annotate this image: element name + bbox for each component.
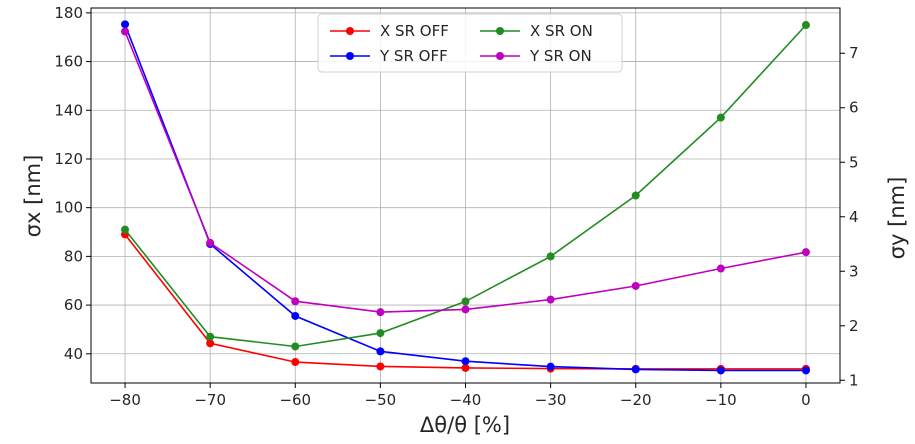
legend-label-y-sr-off: Y SR OFF xyxy=(379,47,448,65)
y-left-tick-label: 60 xyxy=(64,296,83,314)
legend-label-y-sr-on: Y SR ON xyxy=(529,47,592,65)
y-right-tick-label: 1 xyxy=(849,371,859,389)
y-right-tick-label: 5 xyxy=(849,153,859,171)
legend-marker-y-sr-off xyxy=(346,52,354,60)
y-left-tick-label: 80 xyxy=(64,247,83,265)
y-left-tick-label: 140 xyxy=(54,101,83,119)
data-point-x-sr-off xyxy=(376,362,385,371)
y-left-tick-label: 180 xyxy=(54,4,83,22)
y-right-tick-label: 7 xyxy=(849,44,859,62)
legend-marker-x-sr-off xyxy=(346,27,354,35)
data-point-y-sr-off xyxy=(461,357,470,366)
legend: X SR OFF Y SR OFF X SR ON Y SR ON xyxy=(317,13,623,73)
data-point-x-sr-on xyxy=(801,21,810,30)
x-tick-label: −10 xyxy=(705,391,737,409)
data-point-y-sr-on xyxy=(461,305,470,314)
data-point-x-sr-on xyxy=(716,113,725,122)
data-point-x-sr-off xyxy=(206,339,215,348)
x-tick-label: −70 xyxy=(194,391,226,409)
legend-entry-y-sr-on: Y SR ON xyxy=(480,47,592,65)
data-point-y-sr-off xyxy=(291,311,300,320)
x-axis-label: Δθ/θ [%] xyxy=(420,413,510,437)
y-right-tick-label: 4 xyxy=(849,208,859,226)
data-point-x-sr-on xyxy=(121,225,130,234)
data-point-x-sr-on xyxy=(546,252,555,261)
data-point-y-sr-off xyxy=(546,362,555,371)
x-tick-label: −20 xyxy=(620,391,652,409)
data-point-y-sr-on xyxy=(546,295,555,304)
data-point-y-sr-on xyxy=(121,27,130,36)
y-right-tick-label: 3 xyxy=(849,262,859,280)
data-point-y-sr-off xyxy=(121,20,130,29)
y-left-tick-label: 120 xyxy=(54,150,83,168)
legend-entry-x-sr-on: X SR ON xyxy=(480,22,593,40)
y-left-axis-label: σx [nm] xyxy=(21,155,45,238)
data-point-x-sr-on xyxy=(376,329,385,338)
data-point-y-sr-on xyxy=(801,248,810,257)
data-point-y-sr-on xyxy=(716,264,725,273)
x-tick-label: 0 xyxy=(801,391,811,409)
legend-label-x-sr-off: X SR OFF xyxy=(380,22,449,40)
data-point-x-sr-off xyxy=(461,363,470,372)
data-point-x-sr-on xyxy=(206,332,215,341)
legend-entry-y-sr-off: Y SR OFF xyxy=(330,47,448,65)
data-point-x-sr-on xyxy=(631,191,640,200)
legend-marker-x-sr-on xyxy=(496,27,504,35)
y-left-tick-label: 40 xyxy=(64,345,83,363)
data-point-y-sr-off xyxy=(376,347,385,356)
x-tick-label: −80 xyxy=(109,391,141,409)
legend-entry-x-sr-off: X SR OFF xyxy=(330,22,449,40)
data-point-y-sr-on xyxy=(206,238,215,247)
data-point-y-sr-on xyxy=(291,297,300,306)
data-point-y-sr-off xyxy=(631,365,640,374)
y-right-axis-label: σy [nm] xyxy=(885,177,909,260)
legend-label-x-sr-on: X SR ON xyxy=(530,22,593,40)
data-point-y-sr-on xyxy=(631,281,640,290)
legend-marker-y-sr-on xyxy=(496,52,504,60)
data-point-y-sr-on xyxy=(376,308,385,317)
y-left-tick-label: 100 xyxy=(54,199,83,217)
data-point-y-sr-off xyxy=(716,366,725,375)
x-tick-label: −30 xyxy=(535,391,567,409)
data-point-x-sr-on xyxy=(291,342,300,351)
y-right-tick-label: 6 xyxy=(849,99,859,117)
y-left-tick-label: 160 xyxy=(54,53,83,71)
series-layer xyxy=(121,20,810,375)
x-tick-label: −40 xyxy=(450,391,482,409)
data-point-y-sr-off xyxy=(801,366,810,375)
x-tick-label: −60 xyxy=(279,391,311,409)
data-point-x-sr-off xyxy=(291,358,300,367)
y-right-tick-label: 2 xyxy=(849,317,859,335)
legend-box xyxy=(317,13,623,73)
data-point-x-sr-on xyxy=(461,297,470,306)
x-tick-label: −50 xyxy=(365,391,397,409)
axis-ticks: −80 −70 −60 −50 −40 −30 −20 −10 0 40 60 80 100 120 140… xyxy=(54,4,858,409)
